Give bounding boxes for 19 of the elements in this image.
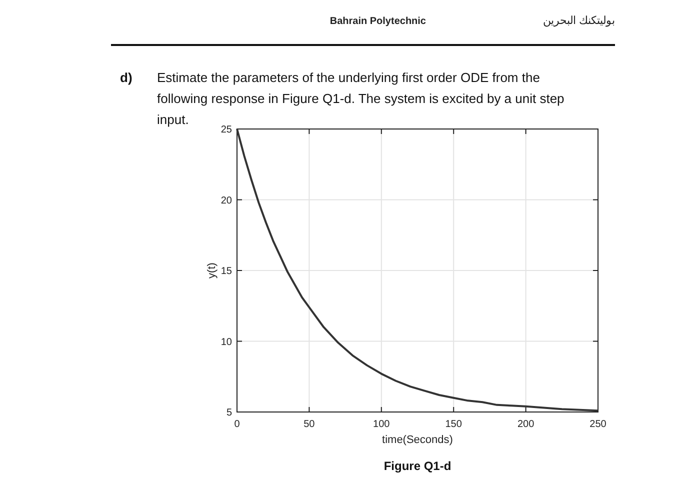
y-tick-label: 10 <box>220 336 232 348</box>
text: بوليتكنك البحرين <box>542 15 615 27</box>
x-axis-title: time(Seconds) <box>382 434 453 446</box>
y-tick-label: 25 <box>220 124 232 136</box>
text: d) <box>120 70 132 85</box>
y-axis-title: y(t) <box>206 262 218 278</box>
x-tick-label: 150 <box>445 419 462 430</box>
y-tick-label: 15 <box>220 266 232 277</box>
caption: Figure Q1-d <box>384 459 452 473</box>
text: Bahrain Polytechnic <box>330 16 426 27</box>
x-tick-label: 200 <box>517 419 535 430</box>
y-tick-label: 5 <box>226 408 232 418</box>
line-series <box>236 128 599 412</box>
x-tick-label: 0 <box>234 419 240 430</box>
x-tick-label: 250 <box>590 419 607 430</box>
x-tick-label: 50 <box>304 419 316 430</box>
y-tick-label: 20 <box>220 195 232 206</box>
x-tick-label: 100 <box>373 419 390 430</box>
chart-title: Estimate the parameters of the underlying first order ODE from the following response in Figure Q1-d. The system is excited by a unit step input. <box>157 70 564 127</box>
